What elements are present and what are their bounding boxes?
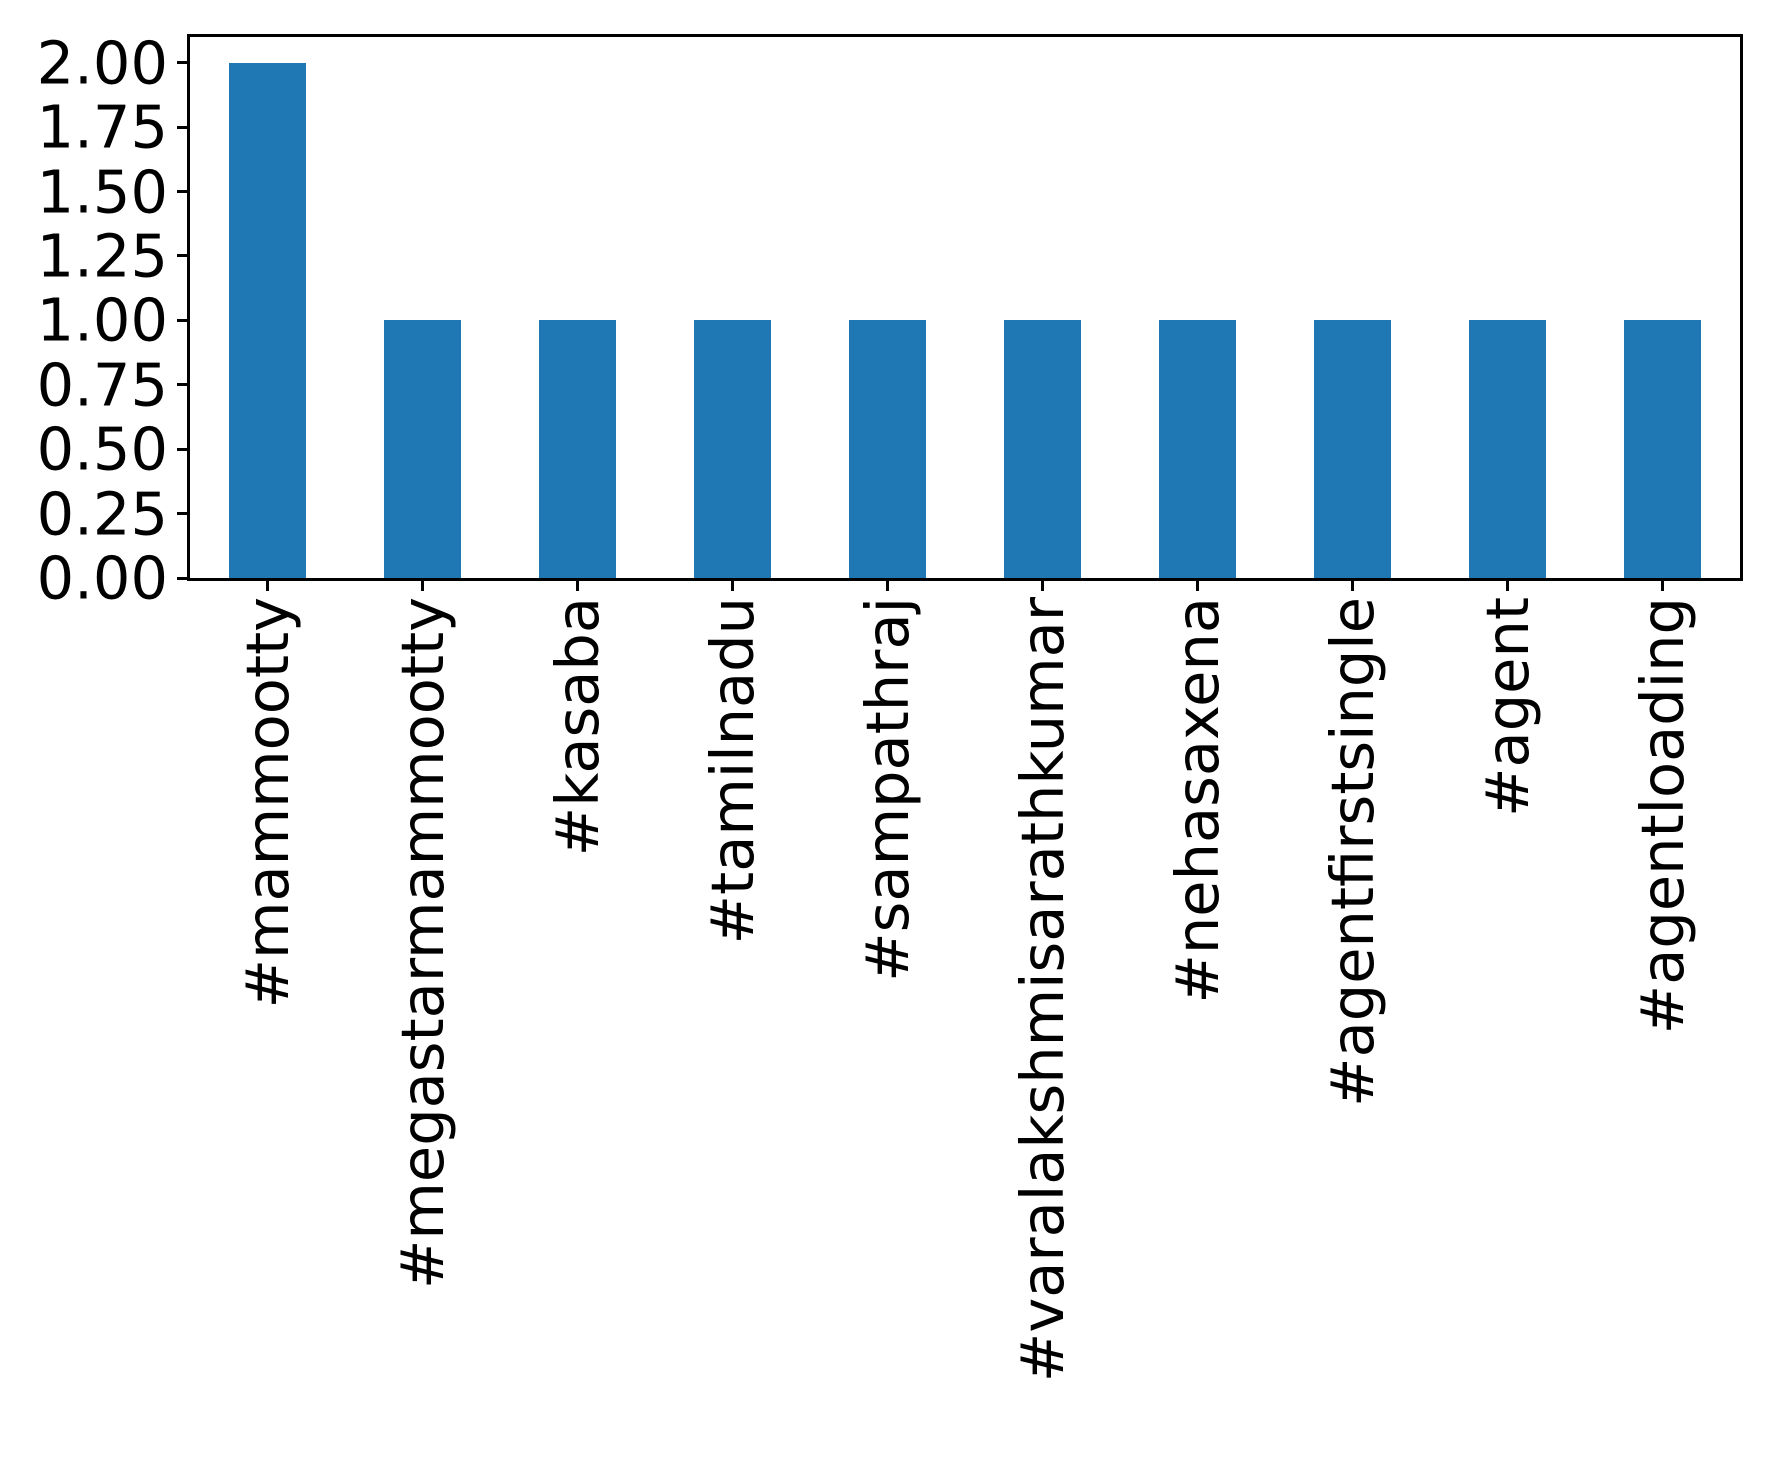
- y-tick-mark: [177, 447, 187, 451]
- bar: [1313, 320, 1392, 578]
- x-tick-mark: [1506, 581, 1509, 591]
- bar: [1468, 320, 1547, 578]
- x-tick-mark: [576, 581, 579, 591]
- bar: [1158, 320, 1237, 578]
- y-tick-mark: [177, 318, 187, 322]
- y-tick-label: 0.00: [36, 543, 168, 613]
- bar: [538, 320, 617, 578]
- x-tick-label: #kasaba: [543, 597, 612, 857]
- x-tick-label: #tamilnadu: [698, 597, 767, 945]
- x-tick-mark: [1196, 581, 1199, 591]
- spine-right: [1740, 34, 1743, 581]
- y-tick-label: 0.50: [36, 414, 168, 484]
- y-tick-mark: [177, 254, 187, 258]
- y-tick-label: 0.75: [36, 350, 168, 420]
- bar: [693, 320, 772, 578]
- bar: [1003, 320, 1082, 578]
- x-tick-mark: [886, 581, 889, 591]
- x-tick-mark: [1041, 581, 1044, 591]
- x-tick-mark: [266, 581, 269, 591]
- y-tick-mark: [177, 383, 187, 387]
- x-tick-label: #nehasaxena: [1163, 597, 1232, 1004]
- x-tick-label: #agent: [1473, 597, 1542, 817]
- y-tick-label: 1.25: [36, 221, 168, 291]
- y-tick-mark: [177, 61, 187, 65]
- y-tick-label: 2.00: [36, 28, 168, 98]
- x-tick-label: #mammootty: [233, 597, 302, 1009]
- y-tick-label: 1.75: [36, 92, 168, 162]
- x-tick-label: #sampathraj: [853, 597, 922, 982]
- x-tick-mark: [421, 581, 424, 591]
- y-tick-label: 0.25: [36, 479, 168, 549]
- x-tick-label: #varalakshmisarathkumar: [1008, 597, 1077, 1383]
- x-tick-mark: [731, 581, 734, 591]
- x-tick-mark: [1661, 581, 1664, 591]
- bar: [848, 320, 927, 578]
- x-tick-label: #agentfirstsingle: [1318, 597, 1387, 1107]
- spine-left: [187, 34, 190, 581]
- y-tick-label: 1.00: [36, 285, 168, 355]
- y-tick-mark: [177, 576, 187, 580]
- y-tick-mark: [177, 512, 187, 516]
- x-tick-label: #megastarmammootty: [388, 597, 457, 1290]
- x-tick-mark: [1351, 581, 1354, 591]
- y-tick-label: 1.50: [36, 157, 168, 227]
- y-tick-mark: [177, 190, 187, 194]
- bar: [228, 62, 307, 578]
- bar: [383, 320, 462, 578]
- spine-bottom: [187, 578, 1743, 581]
- y-tick-mark: [177, 125, 187, 129]
- bar: [1623, 320, 1702, 578]
- x-tick-label: #agentloading: [1628, 597, 1697, 1035]
- spine-top: [187, 34, 1743, 37]
